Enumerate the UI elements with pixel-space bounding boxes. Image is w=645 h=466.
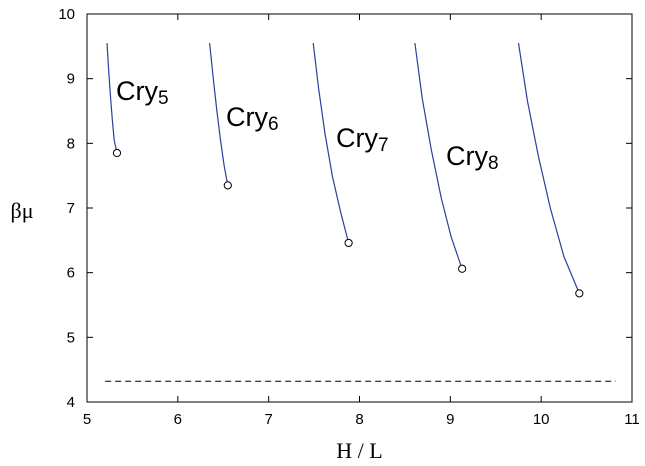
series-end-marker xyxy=(458,264,467,273)
y-tick-label: 5 xyxy=(67,329,75,346)
x-tick-label: 6 xyxy=(174,411,182,428)
series-line xyxy=(517,43,580,294)
y-tick-label: 6 xyxy=(67,265,75,282)
series-label: Cry5 xyxy=(116,76,169,109)
x-tick-label: 5 xyxy=(83,411,91,428)
y-tick-label: 7 xyxy=(67,200,75,217)
x-tick-label: 9 xyxy=(446,411,454,428)
series-end-marker xyxy=(575,289,584,298)
series-label: Cry7 xyxy=(336,123,389,156)
x-tick-label: 11 xyxy=(624,411,640,428)
y-tick-label: 8 xyxy=(67,135,75,152)
x-tick-label: 7 xyxy=(264,411,272,428)
y-tick-label: 9 xyxy=(67,71,75,88)
series-label: Cry8 xyxy=(446,141,499,174)
series-line xyxy=(414,43,463,269)
series-end-marker xyxy=(223,181,232,190)
x-tick-label: 8 xyxy=(355,411,363,428)
y-axis-label: βμ xyxy=(11,198,34,223)
y-tick-label: 10 xyxy=(58,6,75,23)
series-line xyxy=(209,43,229,186)
series-line xyxy=(106,43,118,154)
series-label: Cry6 xyxy=(226,102,279,135)
series-labels: Cry5 Cry6 Cry7 Cry8 xyxy=(116,76,499,174)
series-end-marker xyxy=(112,148,122,158)
series-line xyxy=(312,43,350,244)
x-tick-label: 10 xyxy=(533,411,550,428)
x-axis-label: H / L xyxy=(336,438,382,463)
y-tick-label: 4 xyxy=(67,394,75,411)
series-end-marker xyxy=(344,238,353,248)
series-curves xyxy=(105,43,616,382)
